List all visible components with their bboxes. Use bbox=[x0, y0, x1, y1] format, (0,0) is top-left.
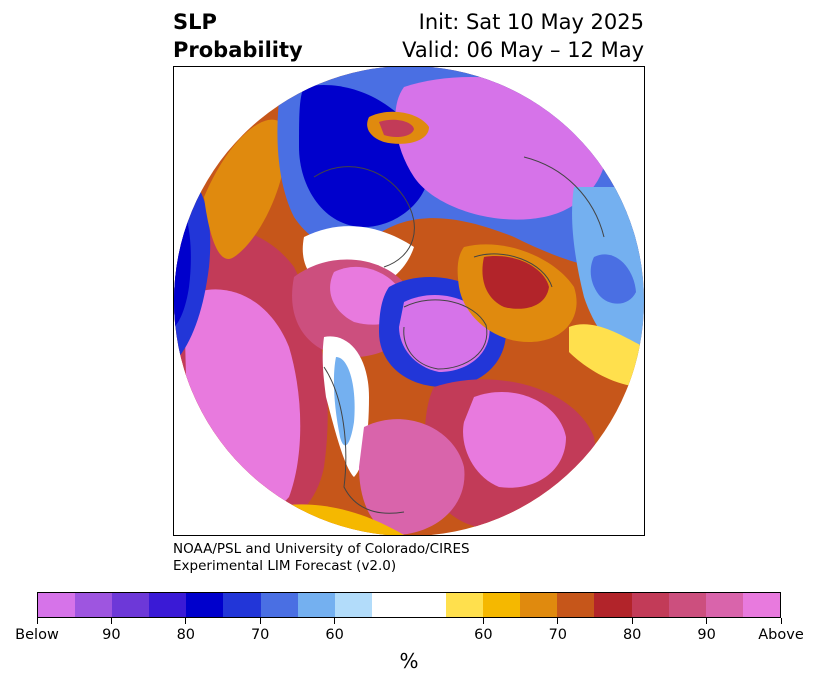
colorbar-segment bbox=[705, 593, 743, 617]
colorbar-tick bbox=[110, 618, 112, 624]
colorbar-tick-label: 90 bbox=[697, 627, 716, 643]
kara-above-core bbox=[379, 119, 414, 137]
colorbar-tick bbox=[185, 618, 187, 624]
greenland-below-core bbox=[399, 294, 490, 372]
colorbar-tick-label: 80 bbox=[622, 627, 642, 643]
colorbar-segment bbox=[594, 593, 632, 617]
colorbar-segment bbox=[483, 593, 521, 617]
colorbar-segment bbox=[223, 593, 261, 617]
colorbar-tick-label: 70 bbox=[548, 627, 568, 643]
europe-above-core bbox=[482, 256, 549, 309]
colorbar-tick-label: 60 bbox=[325, 627, 344, 643]
colorbar-segment bbox=[149, 593, 187, 617]
colorbar-segment bbox=[186, 593, 224, 617]
colorbar-tick bbox=[631, 618, 633, 624]
colorbar-segment bbox=[297, 593, 335, 617]
colorbar-segment bbox=[631, 593, 669, 617]
credit-line-1: NOAA/PSL and University of Colorado/CIRE… bbox=[173, 541, 470, 557]
colorbar-segment bbox=[557, 593, 595, 617]
init-date: Init: Sat 10 May 2025 bbox=[418, 10, 644, 34]
colorbar-tick-label: Below bbox=[15, 627, 59, 643]
atlantic-above-core bbox=[463, 391, 566, 488]
credit-line-2: Experimental LIM Forecast (v2.0) bbox=[173, 558, 397, 574]
colorbar-segment bbox=[75, 593, 113, 617]
east-asia-below-core bbox=[590, 254, 636, 304]
colorbar-segment bbox=[742, 593, 780, 617]
colorbar-segment bbox=[334, 593, 372, 617]
colorbar-tick bbox=[259, 618, 261, 624]
east-transition-band bbox=[569, 324, 644, 387]
colorbar-segment bbox=[371, 593, 409, 617]
colorbar-segment bbox=[520, 593, 558, 617]
coastlines bbox=[313, 156, 605, 514]
west-above-ridge bbox=[204, 119, 286, 259]
colorbar-tick bbox=[706, 618, 708, 624]
date-info: Init: Sat 10 May 2025 Valid: 06 May – 12… bbox=[402, 8, 644, 64]
colorbar-tick bbox=[36, 618, 38, 624]
colorbar-segment bbox=[112, 593, 150, 617]
colorbar-segment bbox=[38, 593, 76, 617]
colorbar-segment bbox=[446, 593, 484, 617]
colorbar-tick-label: 60 bbox=[474, 627, 493, 643]
credit-text: NOAA/PSL and University of Colorado/CIRE… bbox=[173, 541, 470, 575]
title-line-1: SLP bbox=[173, 10, 217, 34]
eastern-us-above bbox=[359, 419, 465, 535]
na-below-trough-core bbox=[333, 357, 355, 446]
colorbar-tick bbox=[780, 618, 782, 624]
colorbar-tick-label: 90 bbox=[102, 627, 121, 643]
colorbar-tick bbox=[482, 618, 484, 624]
colorbar-unit: % bbox=[399, 649, 419, 673]
colorbar-segment bbox=[668, 593, 706, 617]
polar-map bbox=[174, 67, 644, 535]
title-line-2: Probability bbox=[173, 38, 303, 62]
colorbar-tick-label: Above bbox=[758, 627, 804, 643]
colorbar-tick bbox=[334, 618, 336, 624]
valid-dates: Valid: 06 May – 12 May bbox=[402, 38, 644, 62]
colorbar bbox=[37, 592, 781, 618]
colorbar-tick bbox=[557, 618, 559, 624]
map-frame bbox=[173, 66, 645, 536]
colorbar-segment bbox=[260, 593, 298, 617]
colorbar-segment bbox=[408, 593, 447, 617]
colorbar-tick-label: 70 bbox=[250, 627, 270, 643]
chart-title: SLP Probability bbox=[173, 8, 303, 64]
colorbar-tick-label: 80 bbox=[176, 627, 196, 643]
